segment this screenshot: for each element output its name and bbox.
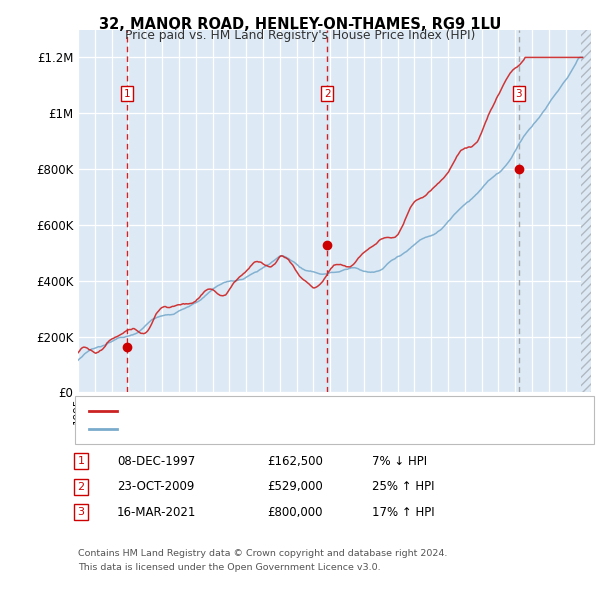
- Text: 7% ↓ HPI: 7% ↓ HPI: [372, 455, 427, 468]
- Text: 23-OCT-2009: 23-OCT-2009: [117, 480, 194, 493]
- Polygon shape: [581, 30, 591, 392]
- Text: 32, MANOR ROAD, HENLEY-ON-THAMES, RG9 1LU (detached house): 32, MANOR ROAD, HENLEY-ON-THAMES, RG9 1L…: [124, 406, 475, 416]
- Text: Contains HM Land Registry data © Crown copyright and database right 2024.: Contains HM Land Registry data © Crown c…: [78, 549, 448, 558]
- Text: 3: 3: [77, 507, 85, 517]
- Text: 32, MANOR ROAD, HENLEY-ON-THAMES, RG9 1LU: 32, MANOR ROAD, HENLEY-ON-THAMES, RG9 1L…: [99, 17, 501, 31]
- Text: 2: 2: [324, 88, 331, 99]
- Text: 25% ↑ HPI: 25% ↑ HPI: [372, 480, 434, 493]
- Text: 16-MAR-2021: 16-MAR-2021: [117, 506, 196, 519]
- Text: £800,000: £800,000: [267, 506, 323, 519]
- Text: This data is licensed under the Open Government Licence v3.0.: This data is licensed under the Open Gov…: [78, 563, 380, 572]
- Text: 17% ↑ HPI: 17% ↑ HPI: [372, 506, 434, 519]
- Text: 1: 1: [124, 88, 131, 99]
- Text: 2: 2: [77, 482, 85, 491]
- Text: £162,500: £162,500: [267, 455, 323, 468]
- Text: £529,000: £529,000: [267, 480, 323, 493]
- Text: 1: 1: [77, 457, 85, 466]
- Text: 08-DEC-1997: 08-DEC-1997: [117, 455, 195, 468]
- Text: Price paid vs. HM Land Registry's House Price Index (HPI): Price paid vs. HM Land Registry's House …: [125, 29, 475, 42]
- Text: HPI: Average price, detached house, South Oxfordshire: HPI: Average price, detached house, Sout…: [124, 424, 412, 434]
- Text: 3: 3: [515, 88, 522, 99]
